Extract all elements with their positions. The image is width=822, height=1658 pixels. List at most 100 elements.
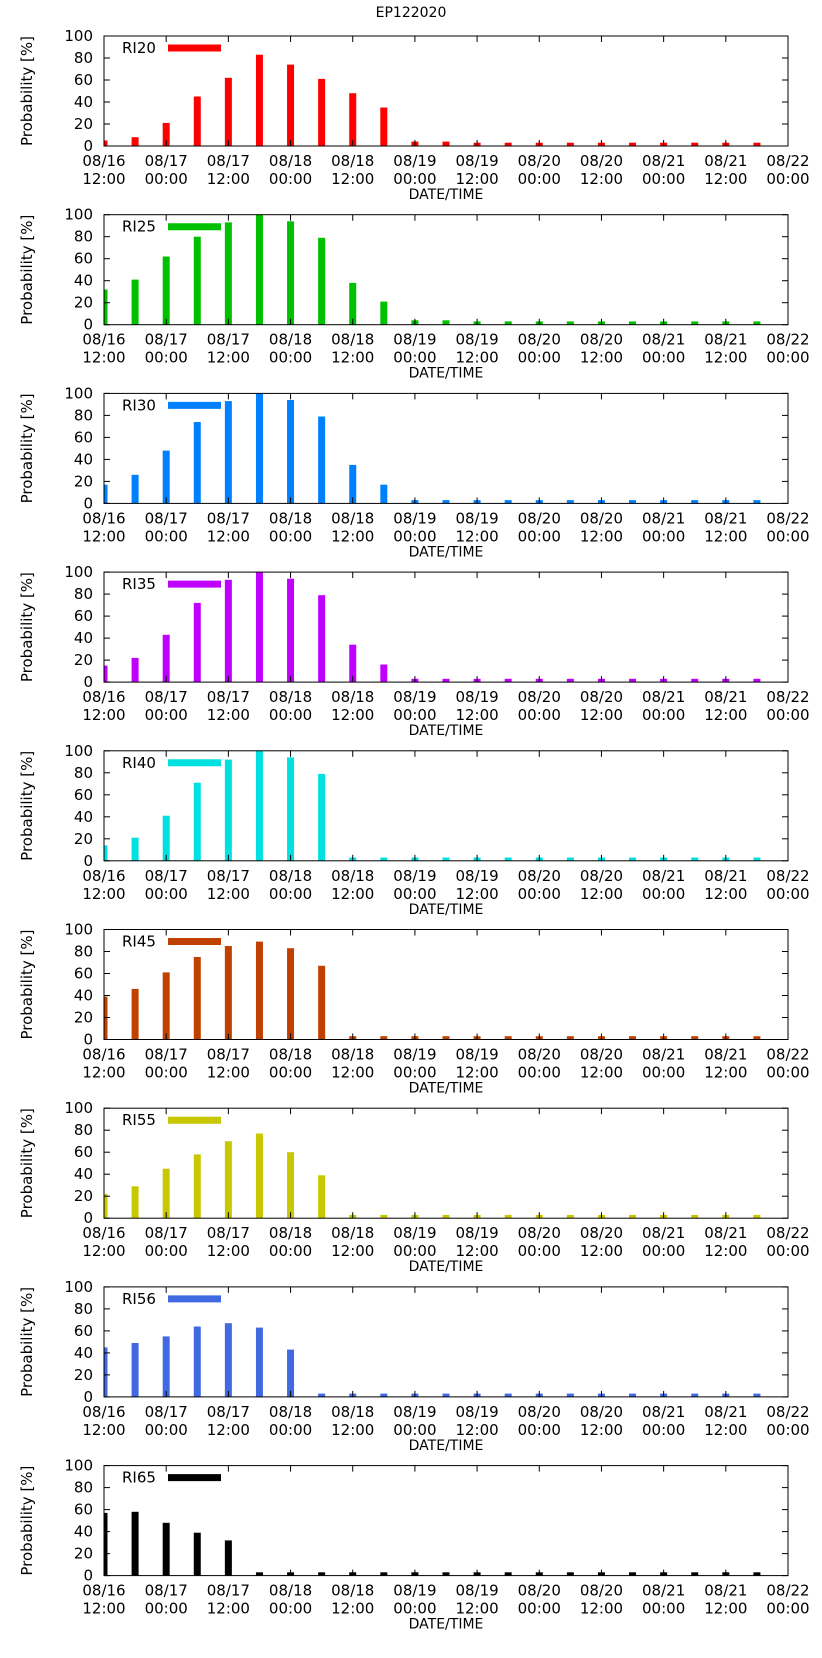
x-tick-date-label: 08/21: [642, 1224, 685, 1242]
x-tick-time-label: 00:00: [145, 349, 188, 367]
bar-ri20-4: [224, 77, 232, 146]
bar-ri20-8: [349, 93, 357, 146]
y-tick-label: 0: [83, 852, 93, 870]
x-tick-time-label: 00:00: [766, 885, 809, 903]
bar-ri20-13: [504, 142, 512, 146]
x-tick-time-label: 12:00: [207, 1242, 250, 1260]
y-tick-label: 60: [74, 250, 93, 268]
x-tick-date-label: 08/22: [766, 688, 809, 706]
x-tick-time-label: 00:00: [518, 1600, 561, 1618]
y-tick-label: 100: [64, 1278, 93, 1296]
bar-ri35-13: [504, 678, 512, 683]
x-tick-date-label: 08/19: [393, 152, 436, 170]
plot-frame: [103, 929, 789, 1040]
x-tick-date-label: 08/22: [766, 1403, 809, 1421]
plot-frame: [103, 750, 789, 862]
x-tick-time-label: 12:00: [580, 349, 623, 367]
bar-ri56-6: [287, 1349, 295, 1397]
x-tick-date-label: 08/20: [580, 688, 623, 706]
x-tick-date-label: 08/17: [207, 152, 250, 170]
bar-ri20-9: [380, 107, 388, 146]
x-tick-date-label: 08/21: [704, 1582, 747, 1600]
x-tick-date-label: 08/19: [455, 1403, 498, 1421]
bar-ri30-5: [255, 393, 263, 504]
x-tick-date-label: 08/19: [393, 1224, 436, 1242]
x-tick-time-label: 12:00: [331, 1242, 374, 1260]
bar-ri56-15: [566, 1393, 574, 1397]
bar-ri20-6: [287, 64, 295, 146]
y-tick-label: 40: [74, 1165, 93, 1183]
x-tick-date-label: 08/17: [145, 867, 188, 885]
bar-ri45-21: [753, 1036, 761, 1040]
x-tick-time-label: 00:00: [518, 885, 561, 903]
bar-ri25-13: [504, 321, 512, 325]
x-tick-date-label: 08/19: [455, 509, 498, 527]
chart-panel-ri35: 02040608010008/1612:0008/1700:0008/1712:…: [18, 563, 810, 739]
x-tick-time-label: 12:00: [704, 1242, 747, 1260]
y-tick-label: 80: [74, 228, 93, 246]
bar-ri20-15: [566, 142, 574, 146]
x-tick-date-label: 08/17: [207, 688, 250, 706]
x-tick-date-label: 08/21: [704, 1224, 747, 1242]
x-tick-date-label: 08/18: [331, 1046, 374, 1064]
y-tick-label: 40: [74, 93, 93, 111]
chart-panel-ri45: 02040608010008/1612:0008/1700:0008/1712:…: [18, 921, 810, 1097]
bar-ri25-5: [255, 214, 263, 325]
x-tick-time-label: 00:00: [145, 170, 188, 188]
bar-ri45-9: [380, 1036, 388, 1040]
bar-ri55-13: [504, 1214, 512, 1219]
x-tick-date-label: 08/21: [704, 1403, 747, 1421]
x-tick-time-label: 12:00: [207, 706, 250, 724]
bar-ri45-6: [287, 948, 295, 1040]
legend-label: RI20: [122, 39, 156, 57]
x-tick-date-label: 08/21: [704, 152, 747, 170]
y-tick-label: 40: [74, 450, 93, 468]
bar-ri56-19: [691, 1393, 699, 1397]
y-tick-label: 0: [83, 1031, 93, 1049]
x-tick-date-label: 08/16: [82, 1403, 125, 1421]
y-tick-label: 60: [74, 1501, 93, 1519]
x-tick-date-label: 08/22: [766, 1046, 809, 1064]
bar-ri56-13: [504, 1393, 512, 1397]
x-tick-date-label: 08/17: [145, 1403, 188, 1421]
x-tick-date-label: 08/18: [269, 509, 312, 527]
x-tick-date-label: 08/21: [642, 509, 685, 527]
bar-ri45-17: [629, 1036, 637, 1040]
bar-ri40-3: [193, 782, 201, 861]
bar-ri35-0: [104, 665, 108, 683]
bar-ri45-15: [566, 1036, 574, 1040]
y-tick-label: 40: [74, 987, 93, 1005]
x-tick-date-label: 08/16: [82, 1046, 125, 1064]
x-tick-date-label: 08/19: [455, 1582, 498, 1600]
x-tick-date-label: 08/21: [642, 331, 685, 349]
x-tick-time-label: 12:00: [455, 170, 498, 188]
bar-ri35-5: [255, 572, 263, 683]
bar-ri30-7: [318, 416, 326, 504]
x-tick-date-label: 08/20: [580, 331, 623, 349]
x-tick-time-label: 12:00: [207, 527, 250, 545]
x-axis-label: DATE/TIME: [409, 902, 484, 918]
x-tick-date-label: 08/18: [331, 1224, 374, 1242]
bar-ri35-4: [224, 579, 232, 683]
bar-ri65-0: [104, 1512, 108, 1576]
bar-ri30-19: [691, 500, 699, 504]
x-tick-time-label: 12:00: [455, 527, 498, 545]
x-tick-time-label: 00:00: [518, 170, 561, 188]
x-tick-date-label: 08/21: [642, 1582, 685, 1600]
bar-ri35-15: [566, 678, 574, 683]
y-tick-label: 60: [74, 607, 93, 625]
y-tick-label: 20: [74, 294, 93, 312]
x-tick-date-label: 08/17: [145, 152, 188, 170]
bar-ri65-2: [162, 1522, 170, 1576]
bar-ri25-3: [193, 236, 201, 325]
x-tick-time-label: 12:00: [82, 1242, 125, 1260]
y-tick-label: 20: [74, 830, 93, 848]
bar-ri65-3: [193, 1532, 201, 1576]
bar-ri30-3: [193, 422, 201, 504]
legend-label: RI25: [122, 218, 156, 236]
x-tick-date-label: 08/21: [642, 152, 685, 170]
x-tick-date-label: 08/19: [393, 688, 436, 706]
x-tick-date-label: 08/17: [145, 331, 188, 349]
x-tick-date-label: 08/21: [642, 867, 685, 885]
legend-label: RI56: [122, 1290, 156, 1308]
